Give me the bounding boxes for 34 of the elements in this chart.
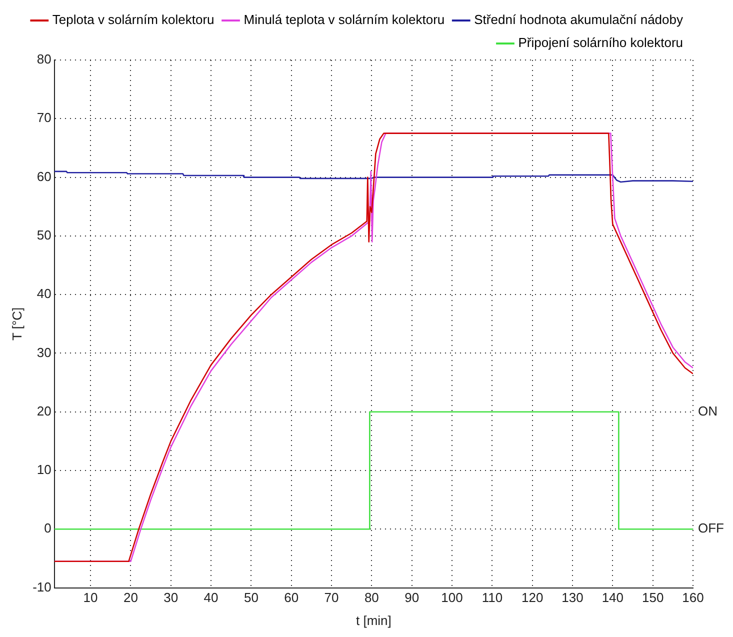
- x-tick-label: 70: [324, 590, 339, 606]
- y-tick-label: 80: [36, 52, 52, 67]
- x-tick-label: 140: [602, 590, 624, 606]
- x-tick-label: 100: [441, 590, 463, 606]
- x-tick-label: 110: [482, 590, 503, 606]
- legend-label: Připojení solárního kolektoru: [518, 35, 684, 50]
- y-axis-title: T [°C]: [9, 307, 24, 340]
- x-tick-label: 90: [404, 590, 420, 606]
- x-tick-label: 10: [83, 590, 98, 606]
- y-tick-label: 10: [36, 462, 52, 478]
- y-tick-label: 70: [36, 110, 52, 126]
- x-tick-label: 150: [642, 590, 664, 606]
- x-tick-label: 80: [364, 590, 379, 606]
- x-tick-label: 60: [284, 590, 299, 606]
- x-tick-label: 20: [123, 590, 138, 606]
- x-tick-label: 160: [682, 590, 704, 606]
- y-tick-label: 60: [36, 168, 52, 184]
- x-tick-label: 40: [204, 590, 218, 606]
- x-tick-label: 30: [164, 590, 178, 606]
- y-tick-label: 30: [36, 344, 52, 360]
- y-tick-label: 40: [36, 286, 52, 302]
- annotation: OFF: [698, 520, 724, 536]
- text: ON: [698, 403, 718, 418]
- x-tick-label: 120: [521, 590, 544, 606]
- legend-label: Teplota v solárním kolektoru: [52, 12, 214, 28]
- legend-label: Střední hodnota akumulační nádoby: [474, 12, 684, 28]
- y-tick-label: -10: [32, 579, 52, 594]
- x-tick-label: 130: [562, 590, 584, 606]
- x-axis-title: t [min]: [356, 612, 392, 628]
- y-tick-label: 20: [36, 403, 52, 418]
- y-tick-label: 0: [44, 520, 52, 536]
- x-tick-label: 50: [244, 590, 258, 606]
- y-tick-label: 50: [36, 228, 52, 243]
- legend-label: Minulá teplota v solárním kolektoru: [244, 12, 445, 28]
